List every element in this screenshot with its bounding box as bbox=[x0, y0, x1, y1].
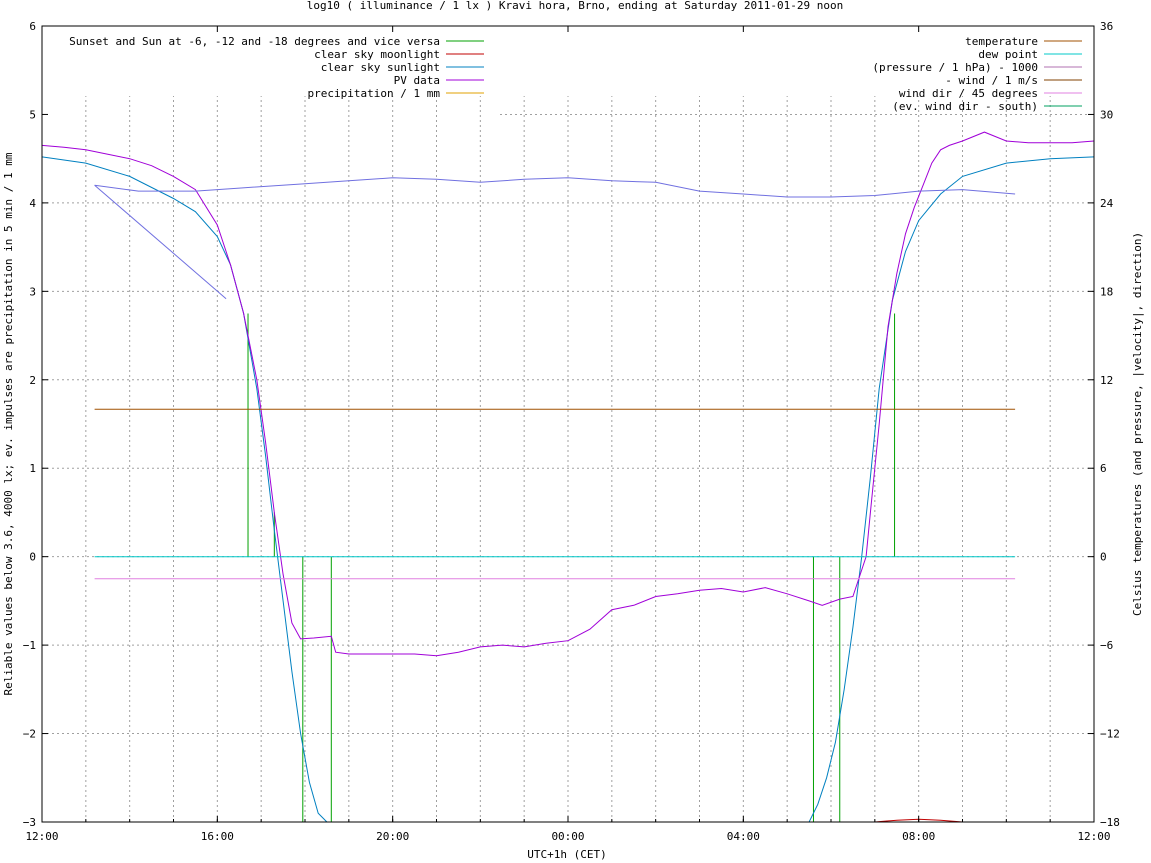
y-tick-label: 3 bbox=[29, 285, 36, 298]
legend-right-label: (pressure / 1 hPa) - 1000 bbox=[872, 61, 1038, 74]
y2-axis-label: Celsius temperatures (and pressure, |vel… bbox=[1131, 232, 1144, 616]
y2-tick-label: 18 bbox=[1100, 285, 1113, 298]
legend-right-label: temperature bbox=[965, 35, 1038, 48]
legend-left-label: PV data bbox=[394, 74, 440, 87]
legend-left-label: clear sky moonlight bbox=[314, 48, 440, 61]
y2-tick-label: −12 bbox=[1100, 728, 1120, 741]
x-tick-label: 08:00 bbox=[902, 830, 935, 843]
series-3-line bbox=[42, 156, 1094, 822]
legend-right-label: (ev. wind dir - south) bbox=[892, 100, 1038, 113]
legend-left-label: clear sky sunlight bbox=[321, 61, 440, 74]
legend-left-label: Sunset and Sun at -6, -12 and -18 degree… bbox=[69, 35, 440, 48]
y-tick-label: 5 bbox=[29, 108, 36, 121]
legend-right-label: dew point bbox=[978, 48, 1038, 61]
legend-right-label: wind dir / 45 degrees bbox=[899, 87, 1038, 100]
y-tick-label: 2 bbox=[29, 374, 36, 387]
y2-tick-label: −18 bbox=[1100, 816, 1120, 829]
y-tick-label: −1 bbox=[23, 639, 36, 652]
y-axis-label: Reliable values below 3.6, 4000 lx; ev. … bbox=[2, 152, 15, 695]
y2-tick-label: 12 bbox=[1100, 374, 1113, 387]
y2-tick-label: −6 bbox=[1100, 639, 1113, 652]
y-tick-label: 0 bbox=[29, 551, 36, 564]
x-tick-label: 12:00 bbox=[1077, 830, 1110, 843]
x-tick-label: 20:00 bbox=[376, 830, 409, 843]
y2-tick-label: 0 bbox=[1100, 551, 1107, 564]
legend-right-label: - wind / 1 m/s bbox=[945, 74, 1038, 87]
y2-tick-label: 24 bbox=[1100, 197, 1114, 210]
y-tick-label: −2 bbox=[23, 728, 36, 741]
legend: Sunset and Sun at -6, -12 and -18 degree… bbox=[69, 35, 1082, 113]
x-tick-label: 04:00 bbox=[727, 830, 760, 843]
y-tick-label: 6 bbox=[29, 20, 36, 33]
x-tick-label: 12:00 bbox=[25, 830, 58, 843]
grid bbox=[42, 96, 1094, 822]
y-tick-label: 1 bbox=[29, 462, 36, 475]
chart-title: log10 ( illuminance / 1 lx ) Kravi hora,… bbox=[307, 0, 843, 12]
legend-left-label: precipitation / 1 mm bbox=[308, 87, 441, 100]
x-axis-label: UTC+1h (CET) bbox=[527, 848, 606, 861]
x-tick-label: 16:00 bbox=[201, 830, 234, 843]
y2-tick-label: 36 bbox=[1100, 20, 1113, 33]
series-7-line bbox=[94, 177, 1016, 198]
series-4-line bbox=[42, 131, 1094, 657]
axes: 12:00 16:00 20:00 00:00 04:00 08:00 12:00−3−2−… bbox=[23, 20, 1120, 843]
y2-tick-label: 6 bbox=[1100, 462, 1107, 475]
y-tick-label: −3 bbox=[23, 816, 36, 829]
y-tick-label: 4 bbox=[29, 197, 36, 210]
series-layer bbox=[42, 131, 1094, 822]
y2-tick-label: 30 bbox=[1100, 108, 1113, 121]
x-tick-label: 00:00 bbox=[551, 830, 584, 843]
series-8-line bbox=[94, 184, 227, 300]
